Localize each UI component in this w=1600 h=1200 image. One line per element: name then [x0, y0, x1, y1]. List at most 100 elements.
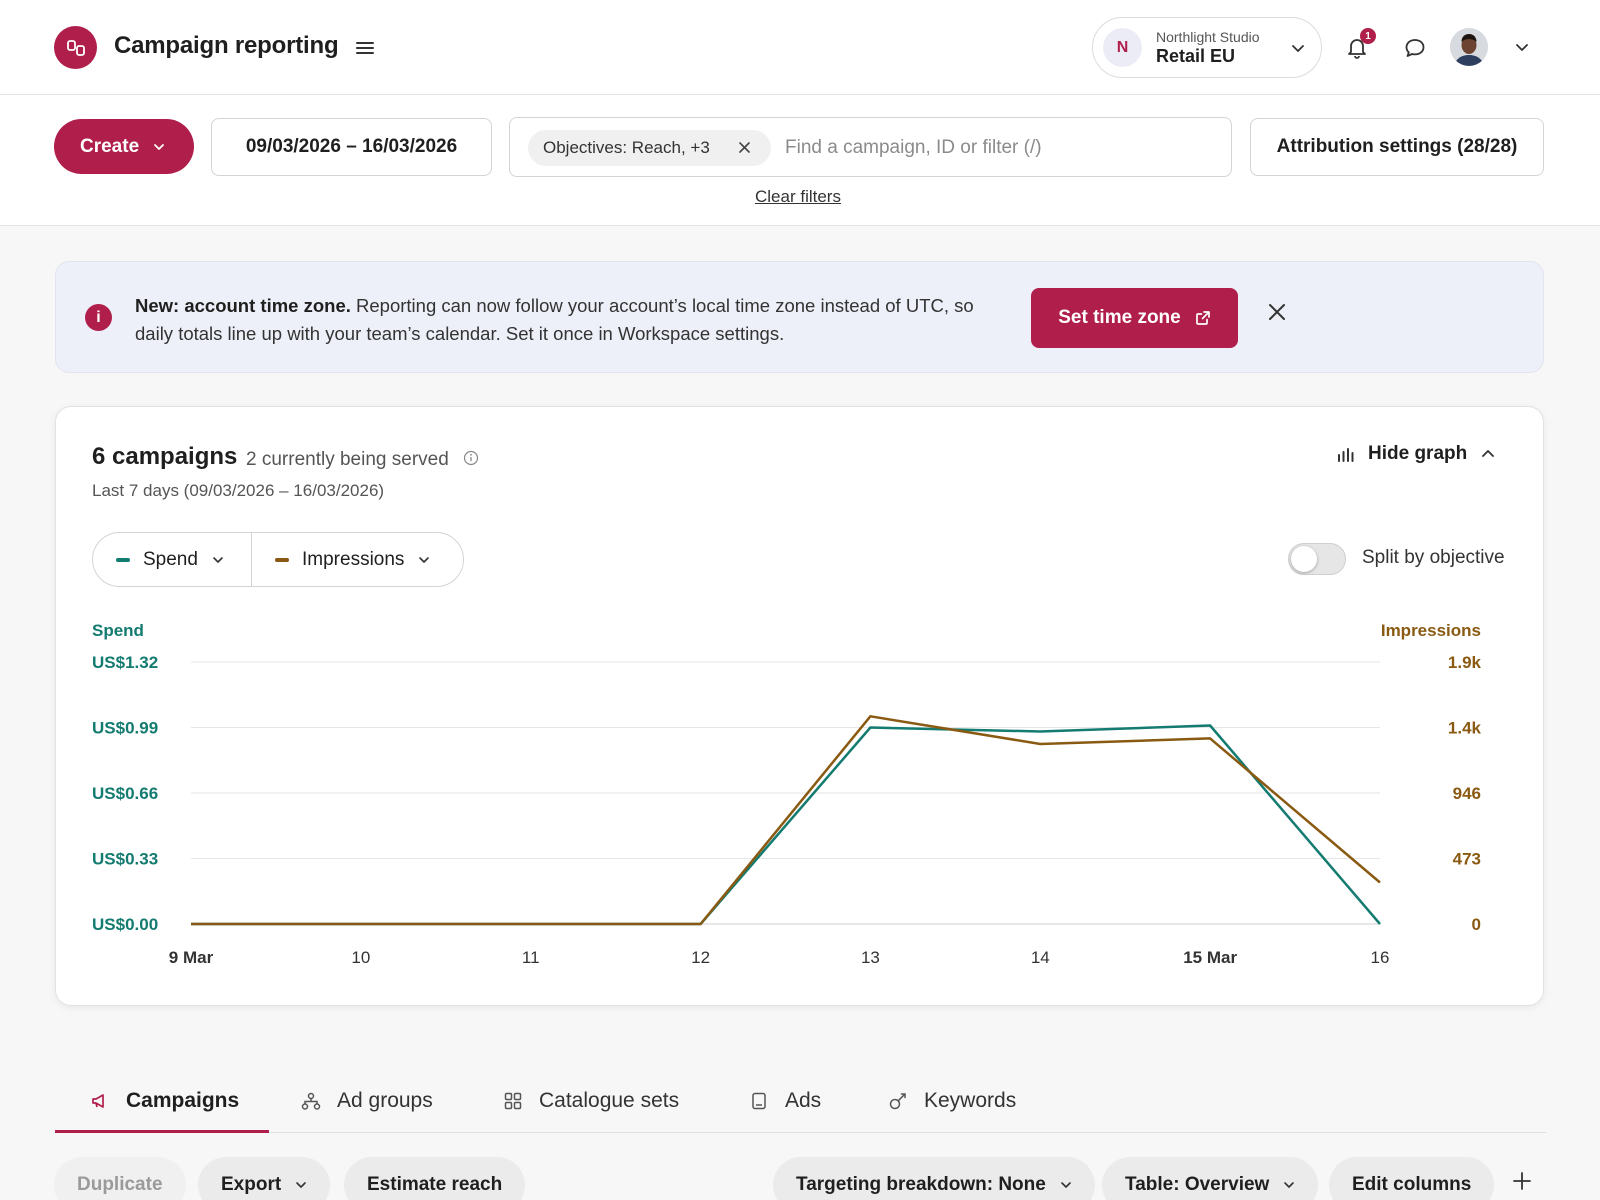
- search-field[interactable]: Objectives: Reach, +3: [509, 117, 1232, 177]
- active-tab-indicator: [55, 1130, 269, 1133]
- user-avatar[interactable]: [1450, 28, 1488, 66]
- edit-columns-button[interactable]: Edit columns: [1329, 1157, 1495, 1200]
- impressions-metric-dropdown[interactable]: Impressions: [252, 533, 430, 586]
- chevron-down-icon[interactable]: [1514, 39, 1530, 55]
- x-axis-tick: 10: [351, 948, 370, 967]
- tab-catalogue-sets[interactable]: Catalogue sets: [503, 1065, 679, 1133]
- ad-card-icon: [752, 1092, 766, 1110]
- filter-bar: Create 09/03/2026 – 16/03/2026 Objective…: [0, 95, 1600, 226]
- chevron-down-icon: [1284, 1182, 1295, 1188]
- attribution-settings-button[interactable]: Attribution settings (28/28): [1250, 118, 1544, 176]
- right-axis-title: Impressions: [1381, 621, 1481, 640]
- spend-legend-swatch: [116, 557, 130, 562]
- logo-icon: [66, 39, 85, 56]
- create-button[interactable]: Create: [54, 119, 194, 174]
- set-time-zone-button[interactable]: Set time zone: [1031, 288, 1238, 348]
- split-by-objective-label: Split by objective: [1362, 547, 1505, 568]
- right-axis-tick: 946: [1453, 784, 1481, 803]
- tab-keywords[interactable]: Keywords: [888, 1065, 1016, 1133]
- impressions-series-line: [191, 715, 1381, 926]
- chevron-down-icon: [296, 1182, 306, 1188]
- account-avatar: N: [1103, 28, 1142, 67]
- right-axis-tick: 473: [1453, 850, 1481, 869]
- x-axis-tick: 11: [522, 948, 540, 967]
- hide-graph-button[interactable]: Hide graph: [1336, 443, 1495, 465]
- right-axis-tick: 1.4k: [1448, 719, 1482, 738]
- x-axis-tick: 13: [861, 948, 880, 967]
- plus-icon[interactable]: [1512, 1171, 1532, 1191]
- close-icon[interactable]: [738, 141, 751, 154]
- external-link-icon: [1195, 311, 1210, 325]
- user-photo: [1450, 28, 1488, 66]
- right-axis-tick: 1.9k: [1448, 653, 1482, 672]
- tab-ad-groups-label: Ad groups: [337, 1089, 433, 1112]
- info-icon[interactable]: [463, 450, 479, 466]
- spend-impressions-chart: Spend Impressions US$0.00 0 US$0.33 473 US$0.6…: [92, 621, 1482, 967]
- left-axis-title: Spend: [92, 621, 144, 640]
- targeting-breakdown-label: Targeting breakdown: None: [796, 1174, 1046, 1195]
- toggle-knob: [1291, 546, 1317, 572]
- targeting-breakdown-dropdown[interactable]: Targeting breakdown: None: [773, 1157, 1095, 1200]
- date-range-picker[interactable]: 09/03/2026 – 16/03/2026: [211, 118, 492, 176]
- spend-series-line: [191, 724, 1381, 926]
- x-axis-tick: 16: [1371, 948, 1390, 967]
- chevron-down-icon: [213, 556, 223, 563]
- tab-campaigns[interactable]: Campaigns: [90, 1065, 239, 1133]
- left-axis-tick: US$0.66: [92, 784, 158, 803]
- megaphone-icon: [92, 1094, 104, 1108]
- x-axis-tick: 12: [691, 948, 710, 967]
- tab-catalogue-sets-label: Catalogue sets: [539, 1089, 680, 1112]
- close-icon[interactable]: [1268, 303, 1286, 321]
- serving-status: 2 currently being served: [246, 449, 449, 470]
- key-icon: [889, 1093, 906, 1110]
- table-view-label: Table: Overview: [1125, 1174, 1270, 1195]
- impressions-legend-swatch: [275, 557, 289, 562]
- filter-chip[interactable]: Objectives: Reach, +3: [528, 130, 771, 166]
- tab-campaigns-label: Campaigns: [126, 1089, 240, 1112]
- chevron-down-icon: [1061, 1182, 1071, 1188]
- hamburger-menu-icon[interactable]: [355, 38, 375, 58]
- left-axis-tick: US$0.33: [92, 850, 158, 869]
- table-view-dropdown[interactable]: Table: Overview: [1102, 1157, 1319, 1200]
- left-axis-tick: US$0.99: [92, 719, 158, 738]
- chevron-down-icon: [154, 143, 165, 150]
- filter-chip-label: Objectives: Reach, +3: [543, 138, 710, 157]
- banner-text: New: account time zone. Reporting can no…: [135, 292, 1015, 348]
- grid-icon: [504, 1092, 522, 1110]
- x-axis-tick: 9 Mar: [169, 948, 214, 967]
- x-axis-tick: 15 Mar: [1183, 948, 1237, 967]
- bell-icon[interactable]: [1346, 36, 1368, 60]
- metric-selector: Spend Impressions: [92, 532, 464, 587]
- chat-bubble-icon[interactable]: [1404, 37, 1426, 59]
- chevron-up-icon: [1482, 450, 1495, 457]
- hierarchy-icon: [301, 1092, 321, 1110]
- top-bar: Campaign reporting N Northlight Studio R…: [0, 0, 1600, 95]
- create-label: Create: [80, 135, 140, 157]
- search-input[interactable]: [785, 132, 1215, 164]
- spend-metric-dropdown[interactable]: Spend: [93, 533, 252, 586]
- app-logo[interactable]: [54, 26, 97, 69]
- estimate-reach-button[interactable]: Estimate reach: [344, 1157, 526, 1200]
- chevron-down-icon: [1292, 45, 1304, 52]
- split-by-objective-toggle[interactable]: [1288, 543, 1346, 575]
- export-button[interactable]: Export: [198, 1157, 331, 1200]
- spend-metric-label: Spend: [143, 548, 198, 570]
- campaign-count: 6 campaigns: [92, 443, 238, 470]
- left-axis-tick: US$1.32: [92, 653, 158, 672]
- bar-chart-icon: [1338, 448, 1354, 462]
- account-org: Northlight Studio: [1156, 29, 1260, 45]
- date-range-label: Last 7 days (09/03/2026 – 16/03/2026): [92, 481, 385, 500]
- account-switcher[interactable]: N Northlight Studio Retail EU: [1092, 17, 1322, 78]
- notification-badge: 1: [1360, 28, 1376, 44]
- tab-ads[interactable]: Ads: [749, 1065, 821, 1133]
- hide-graph-label: Hide graph: [1368, 443, 1468, 464]
- clear-filters-link[interactable]: Clear filters: [755, 187, 841, 206]
- chevron-down-icon: [419, 556, 430, 563]
- duplicate-button[interactable]: Duplicate: [54, 1157, 186, 1200]
- page-title: Campaign reporting: [114, 32, 339, 59]
- banner-heading: New: account time zone.: [135, 295, 351, 316]
- tab-ads-label: Ads: [785, 1089, 822, 1112]
- impressions-metric-label: Impressions: [302, 548, 405, 570]
- info-banner: i New: account time zone. Reporting can …: [55, 261, 1544, 373]
- tab-ad-groups[interactable]: Ad groups: [301, 1065, 433, 1133]
